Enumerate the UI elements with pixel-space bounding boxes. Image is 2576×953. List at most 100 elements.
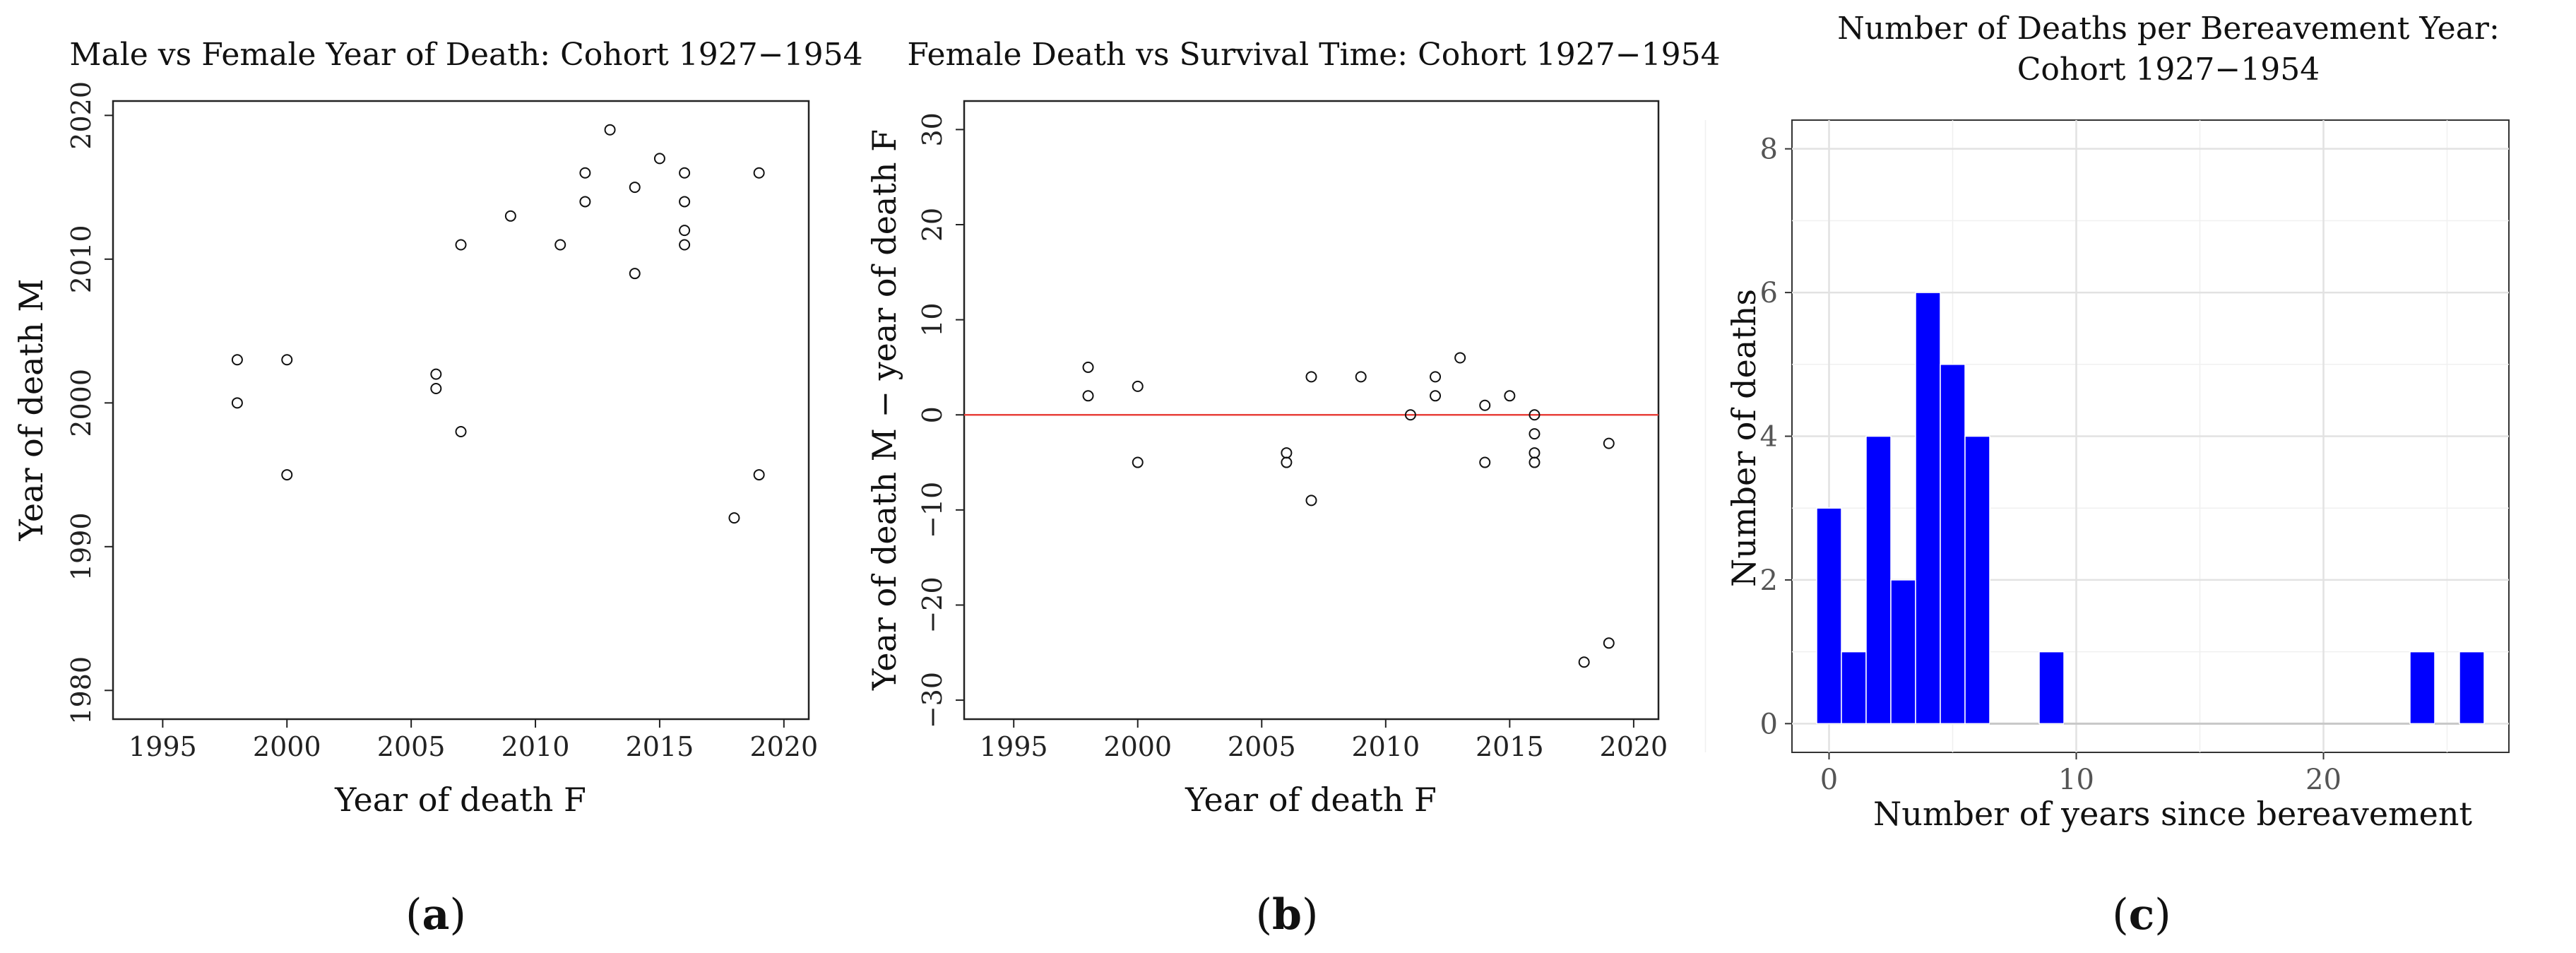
y-tick-label: 6 (1760, 277, 1778, 309)
x-tick-label: 2015 (1476, 731, 1544, 762)
scatter-point (1529, 409, 1541, 421)
histogram-bar (1940, 364, 1966, 725)
scatter-point (679, 225, 691, 237)
scatter-point (1479, 399, 1491, 411)
x-tick-label: 2015 (626, 731, 694, 762)
y-tick-label: 4 (1760, 421, 1778, 454)
scatter-point (1430, 371, 1442, 383)
scatter-point (1603, 437, 1615, 449)
panel-a: Male vs Female Year of Death: Cohort 192… (12, 37, 863, 940)
scatter-point (1578, 656, 1590, 668)
scatter-point (231, 397, 243, 409)
histogram-bar (2409, 651, 2435, 725)
panel-b-label: (b) (1256, 890, 1319, 940)
y-tick-label: 0 (917, 406, 948, 423)
y-tick-label: 20 (917, 208, 948, 242)
histogram-bar (1816, 507, 1842, 725)
y-tick-label: 8 (1760, 134, 1778, 166)
scatter-point (728, 512, 740, 524)
scatter-point (1082, 390, 1094, 402)
scatter-point (1082, 361, 1094, 373)
scatter-point (430, 382, 442, 394)
chart-c-x-axis-title: Number of years since bereavement (1873, 795, 2473, 833)
y-tick-label: 2 (1760, 564, 1778, 597)
chart-b-points (1082, 352, 1615, 668)
scatter-point (1281, 456, 1293, 468)
chart-a-ticks: 1995 2000 2005 2010 2015 2020 1980 1990 2000 2010… (66, 81, 818, 762)
chart-c-ticks: 0 10 20 0 2 4 6 8 (1760, 134, 2341, 796)
y-tick-label: −20 (917, 576, 948, 633)
scatter-point (1454, 352, 1466, 364)
y-tick-label: 0 (1760, 708, 1778, 740)
y-tick-label: 2010 (66, 225, 97, 293)
scatter-point (1529, 456, 1541, 468)
x-tick-label: 20 (2305, 764, 2341, 796)
x-tick-label: 2005 (377, 731, 446, 762)
y-tick-label: 2020 (66, 81, 97, 150)
histogram-bar (2038, 651, 2065, 725)
chart-a-plot-frame (112, 100, 810, 721)
chart-a-title: Male vs Female Year of Death: Cohort 192… (69, 37, 862, 73)
panel-c: Number of Deaths per Bereavement Year: C… (1704, 11, 2510, 940)
chart-b-x-axis-title: Year of death F (1185, 781, 1437, 819)
panel-c-label: (c) (2112, 890, 2171, 940)
chart-a-y-axis-title: Year of death M (12, 279, 50, 542)
x-tick-label: 2010 (501, 731, 570, 762)
histogram-bar (2459, 651, 2485, 725)
x-tick-label: 0 (1820, 764, 1838, 796)
x-tick-label: 2005 (1228, 731, 1296, 762)
scatter-point (281, 469, 293, 481)
scatter-point (504, 210, 516, 222)
scatter-point (679, 196, 691, 208)
y-tick-label: 1990 (66, 512, 97, 581)
scatter-point (231, 354, 243, 366)
chart-b-ticks: 1995 2000 2005 2010 2015 2020 −30 −20 −10 0 10 20 30 (917, 112, 1668, 762)
x-tick-label: 2020 (749, 731, 818, 762)
y-tick-label: −30 (917, 672, 948, 728)
scatter-point (1132, 380, 1144, 392)
panel-b: Female Death vs Survival Time: Cohort 19… (865, 37, 1721, 940)
chart-c-y-axis-title: Number of deaths (1725, 289, 1763, 587)
scatter-point (753, 469, 765, 481)
chart-b-title: Female Death vs Survival Time: Cohort 19… (907, 37, 1720, 73)
scatter-point (1479, 456, 1491, 468)
scatter-point (455, 239, 467, 251)
y-tick-label: 1980 (66, 656, 97, 725)
scatter-point (1132, 456, 1144, 468)
scatter-point (1355, 371, 1367, 383)
chart-a-x-axis-title: Year of death F (334, 781, 586, 819)
histogram-bar (1915, 292, 1941, 725)
scatter-point (1529, 428, 1541, 440)
scatter-point (679, 167, 691, 179)
scatter-point (1404, 409, 1416, 421)
x-tick-label: 2000 (1103, 731, 1172, 762)
scatter-point (554, 239, 566, 251)
chart-c-title-line-1: Number of Deaths per Bereavement Year: (1837, 11, 2500, 47)
panel-a-label: (a) (405, 890, 466, 940)
histogram-bar (1865, 435, 1892, 725)
scatter-point (430, 368, 442, 380)
x-tick-label: 1995 (980, 731, 1048, 762)
y-tick-label: 2000 (66, 369, 97, 437)
scatter-point (604, 124, 616, 136)
chart-b-y-axis-title: Year of death M − year of death F (865, 129, 903, 691)
scatter-point (281, 354, 293, 366)
histogram-bar (1841, 651, 1867, 725)
scatter-point (1603, 637, 1615, 649)
scatter-point (1529, 447, 1541, 459)
scatter-point (1430, 390, 1442, 402)
scatter-point (1504, 390, 1516, 402)
y-tick-label: −10 (917, 482, 948, 538)
x-tick-label: 2020 (1600, 731, 1668, 762)
scatter-point (579, 196, 591, 208)
histogram-bar (1890, 579, 1916, 725)
scatter-point (679, 239, 691, 251)
scatter-point (1305, 371, 1317, 383)
scatter-point (1281, 447, 1293, 459)
scatter-point (629, 268, 641, 280)
scatter-point (753, 167, 765, 179)
chart-a-points (231, 124, 765, 524)
x-tick-label: 2000 (253, 731, 321, 762)
x-tick-label: 1995 (129, 731, 197, 762)
chart-b-plot-frame (963, 100, 1660, 721)
